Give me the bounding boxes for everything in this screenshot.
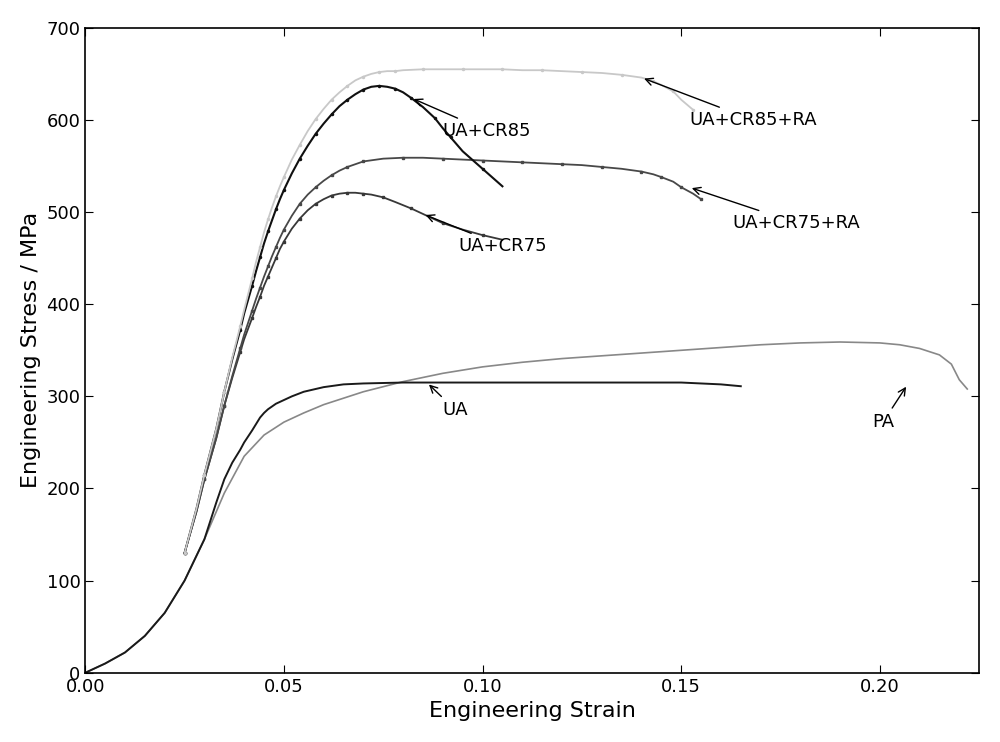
Y-axis label: Engineering Stress / MPa: Engineering Stress / MPa (21, 212, 41, 488)
Text: UA+CR75: UA+CR75 (427, 215, 547, 255)
Text: UA: UA (430, 386, 468, 419)
Text: UA+CR85+RA: UA+CR85+RA (646, 79, 817, 129)
X-axis label: Engineering Strain: Engineering Strain (429, 701, 636, 721)
Text: UA+CR85: UA+CR85 (415, 99, 531, 140)
Text: UA+CR75+RA: UA+CR75+RA (693, 188, 861, 232)
Text: PA: PA (872, 388, 905, 431)
